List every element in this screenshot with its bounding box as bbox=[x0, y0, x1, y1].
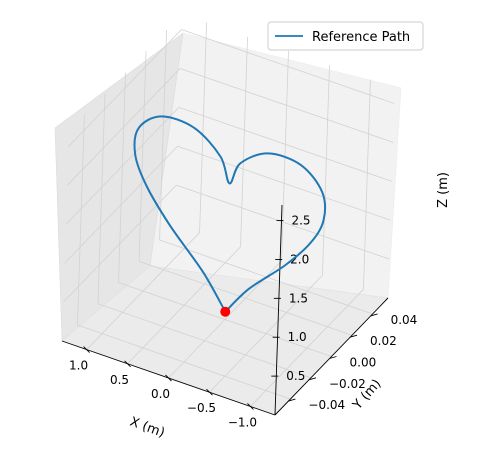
x-tick bbox=[165, 374, 172, 382]
z-tick-label: 0.5 bbox=[286, 369, 305, 383]
z-gridline-back bbox=[178, 106, 393, 182]
x-gridline-back bbox=[240, 36, 248, 247]
y-gridline-floor bbox=[97, 303, 312, 379]
z-gridline-back bbox=[180, 68, 394, 143]
y-gridline-side bbox=[118, 72, 126, 283]
y-tick bbox=[308, 377, 317, 381]
z-gridline-side bbox=[65, 107, 180, 225]
x-tick bbox=[206, 388, 213, 396]
z-tick-label: 2.5 bbox=[291, 214, 310, 228]
tick-marks bbox=[83, 220, 378, 410]
x-tick bbox=[247, 403, 254, 410]
y-gridline-floor bbox=[118, 282, 332, 357]
x-tick-label: −1.0 bbox=[228, 415, 257, 429]
start-marker-0 bbox=[220, 306, 231, 317]
y-gridline-floor bbox=[77, 324, 291, 400]
y-gridline-side bbox=[138, 51, 147, 262]
z-tick-label: 1.5 bbox=[289, 291, 308, 305]
z-gridline-back bbox=[181, 29, 395, 104]
y-tick-label: −0.04 bbox=[308, 398, 345, 412]
z-gridline-back bbox=[176, 184, 390, 260]
legend-box bbox=[267, 21, 424, 51]
y-tick bbox=[349, 334, 358, 338]
back-pane bbox=[149, 32, 402, 299]
x-axis-label: X (m) bbox=[128, 415, 167, 441]
y-gridline-side bbox=[97, 93, 106, 304]
z-gridline-side bbox=[64, 145, 178, 264]
z-gridline-side bbox=[68, 29, 182, 147]
y-tick-label: 0.04 bbox=[391, 313, 418, 327]
y-tick-label: 0.02 bbox=[370, 334, 397, 348]
series-line-0 bbox=[133, 115, 327, 313]
z-tick-label: 1.0 bbox=[288, 330, 307, 344]
x-gridline-back bbox=[322, 65, 330, 276]
y-axis-line bbox=[274, 297, 389, 416]
tick-labels: 1.0 0.5 0.0 −0.5 −1.0 0.04 0.02 0.00 −0.02 −0.04 0… bbox=[69, 214, 417, 430]
y-tick bbox=[370, 313, 378, 317]
legend: Reference Path bbox=[267, 21, 424, 51]
series-layer bbox=[133, 115, 327, 313]
x-tick bbox=[83, 346, 90, 353]
x-tick-label: 0.5 bbox=[110, 373, 129, 387]
y-gridline-side bbox=[77, 115, 85, 326]
grid-lines bbox=[63, 22, 395, 407]
z-axis-label: Z (m) bbox=[436, 172, 451, 208]
z-gridline-side bbox=[66, 68, 181, 186]
z-axis-line bbox=[274, 204, 283, 416]
x-tick-label: −0.5 bbox=[187, 401, 216, 415]
legend-label: Reference Path bbox=[312, 30, 410, 45]
x-tick-label: 1.0 bbox=[69, 359, 88, 373]
x-tick-label: 0.0 bbox=[151, 387, 170, 401]
y-tick bbox=[288, 398, 296, 402]
y-tick-label: 0.00 bbox=[350, 356, 377, 370]
z-tick-label: 2.0 bbox=[290, 252, 309, 266]
y-tick-label: −0.02 bbox=[329, 377, 366, 391]
x-gridline-back bbox=[199, 22, 207, 233]
y-gridline-floor bbox=[138, 260, 353, 336]
y-gridline-side bbox=[159, 29, 167, 240]
x-gridline-back bbox=[363, 79, 371, 290]
x-tick bbox=[124, 360, 131, 368]
y-tick bbox=[329, 356, 337, 359]
z-gridline-back bbox=[177, 145, 391, 221]
marker-layer bbox=[220, 306, 231, 317]
